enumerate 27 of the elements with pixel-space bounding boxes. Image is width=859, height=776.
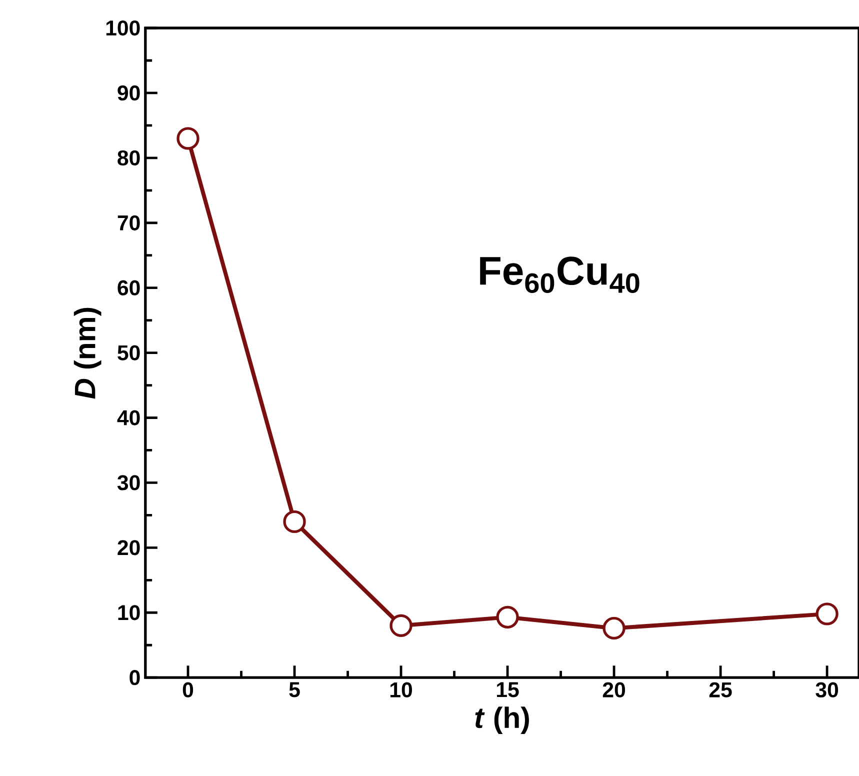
x-axis-title: t (h)	[475, 706, 529, 734]
x-tick-label: 25	[709, 682, 732, 698]
x-tick-label: 5	[289, 682, 300, 698]
x-tick-label: 20	[602, 682, 626, 698]
x-tick-label: 15	[496, 682, 519, 698]
point	[496, 606, 519, 628]
point	[602, 616, 626, 640]
y-tick-label: 90	[118, 85, 140, 100]
point	[283, 510, 306, 533]
y-tick-label: 70	[118, 215, 140, 230]
point	[176, 126, 200, 150]
y-tick-label: 50	[118, 345, 140, 360]
y-tick-label: 20	[118, 540, 140, 556]
y-tick-label: 30	[117, 475, 140, 490]
y-tick-label: 0	[130, 670, 140, 686]
y-axis-title: D (nm)	[74, 308, 102, 399]
y-tick-label: 100	[106, 20, 140, 36]
point	[816, 602, 838, 626]
y-tick-label: 60	[118, 280, 140, 296]
y-tick-label: 10	[118, 604, 140, 620]
x-tick-label: 0	[182, 682, 194, 698]
y-tick-label: 40	[117, 410, 140, 426]
x-tick-label: 10	[390, 682, 412, 698]
point	[390, 614, 412, 637]
x-tick-label: 30	[816, 682, 838, 698]
annotation: Fe$_{60}$Cu$_{40}$	[480, 256, 640, 293]
y-tick-label: 80	[118, 150, 140, 166]
